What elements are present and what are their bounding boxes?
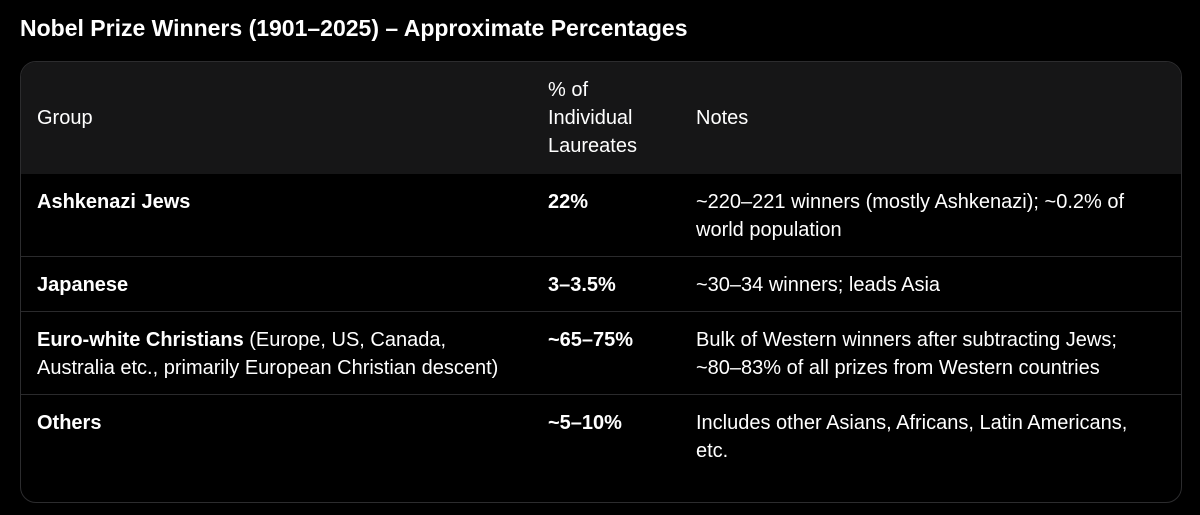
group-cell: Euro-white Christians (Europe, US, Canad… bbox=[21, 311, 532, 395]
group-cell: Japanese bbox=[21, 256, 532, 312]
column-header-percent: % of Individual Laureates bbox=[548, 79, 637, 157]
table-row: Others ~5–10% Includes other Asians, Afr… bbox=[21, 394, 1181, 477]
group-name: Euro-white Christians bbox=[37, 329, 244, 351]
percent-cell: ~5–10% bbox=[532, 394, 680, 477]
notes-cell: Includes other Asians, Africans, Latin A… bbox=[680, 394, 1181, 477]
notes-cell: ~30–34 winners; leads Asia bbox=[680, 256, 1181, 312]
group-cell: Ashkenazi Jews bbox=[21, 174, 532, 257]
table-row: Ashkenazi Jews 22% ~220–221 winners (mos… bbox=[21, 174, 1181, 257]
table-row: Japanese 3–3.5% ~30–34 winners; leads As… bbox=[21, 256, 1181, 312]
percent-cell: 22% bbox=[548, 191, 589, 213]
data-table-card: Group % of Individual Laureates Notes As… bbox=[20, 61, 1182, 503]
group-cell: Others bbox=[21, 394, 532, 477]
percent-cell: 3–3.5% bbox=[532, 256, 680, 312]
column-header-notes: Notes bbox=[696, 107, 749, 129]
group-name: Others bbox=[37, 412, 102, 434]
group-detail: (Europe, US, Canada, Australia etc., pri… bbox=[37, 329, 499, 379]
notes-cell: Bulk of Western winners after subtractin… bbox=[680, 311, 1181, 395]
table-body: Ashkenazi Jews 22% ~220–221 winners (mos… bbox=[21, 174, 1181, 477]
group-name: Ashkenazi Jews bbox=[37, 191, 191, 213]
table-row: Euro-white Christians (Europe, US, Canad… bbox=[21, 311, 1181, 395]
notes-cell: ~220–221 winners (mostly Ashkenazi); ~0.… bbox=[696, 191, 1125, 241]
header-row: Group % of Individual Laureates Notes bbox=[21, 62, 1181, 174]
column-header-group: Group bbox=[37, 107, 93, 129]
page-title: Nobel Prize Winners (1901–2025) – Approx… bbox=[20, 15, 688, 41]
percent-cell: ~65–75% bbox=[532, 311, 680, 395]
table-header: Group % of Individual Laureates Notes bbox=[21, 62, 1181, 174]
data-table: Group % of Individual Laureates Notes As… bbox=[21, 62, 1181, 477]
group-name: Japanese bbox=[37, 274, 129, 296]
